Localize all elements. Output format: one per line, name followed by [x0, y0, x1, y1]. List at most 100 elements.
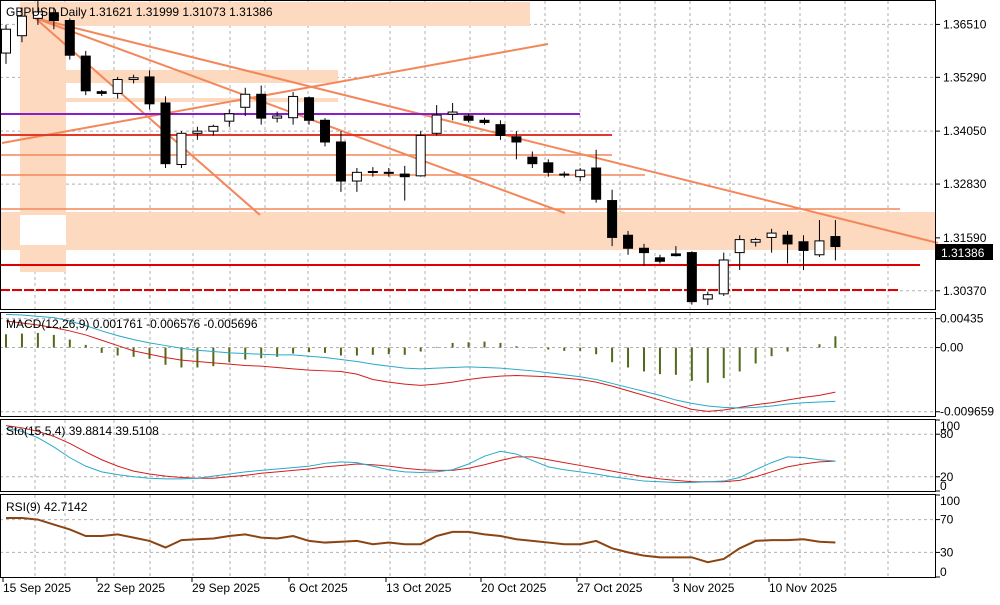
candle [128, 74, 139, 84]
candle-body-bear [591, 167, 602, 200]
candle [575, 168, 586, 182]
rsi-tick-label: 0 [940, 565, 947, 579]
candle [463, 113, 474, 123]
candle-body-bull [718, 259, 729, 295]
candle [479, 117, 490, 125]
candle-body-bull [766, 232, 777, 238]
price-tick-label: 1.34050 [943, 124, 987, 138]
candle-body-bull [750, 239, 761, 243]
stochastic-tick-label: 0 [940, 479, 947, 493]
trendline [1, 43, 549, 144]
candle-body-bull [431, 114, 442, 134]
candle-body-bear [80, 55, 91, 92]
candle [383, 168, 394, 177]
candle [798, 235, 809, 270]
stochastic-plot [5, 425, 836, 483]
candle-body-bear [639, 247, 649, 254]
candle-body-bear [830, 236, 841, 248]
zone-rectangle [20, 98, 338, 102]
candle-body-bull [415, 134, 426, 177]
candle [48, 7, 59, 30]
candle [224, 109, 235, 127]
macd-label: MACD(12,26,9) 0.001761 -0.006576 -0.0056… [6, 317, 258, 331]
date-tick-label: 20 Oct 2025 [481, 581, 547, 595]
price-axis: 1.36510 1.35290 1.34050 1.32830 1.31590 1.303… [935, 17, 994, 579]
candle [543, 159, 554, 177]
price-tick-label: 1.32830 [943, 177, 987, 191]
candle [32, 0, 43, 25]
candle [144, 70, 155, 110]
macd-tick-label: 0.00 [940, 341, 964, 355]
candle-body-bear [304, 97, 315, 121]
candle-body-bear [383, 171, 394, 174]
date-tick-label: 13 Oct 2025 [386, 581, 452, 595]
candle [192, 126, 203, 140]
candle-body-bear [48, 12, 59, 22]
candle [304, 96, 315, 125]
stochastic-tick-label: 100 [940, 419, 960, 433]
candle-body-bear [256, 93, 267, 119]
candle [415, 131, 426, 177]
macd-signal-line [5, 320, 836, 412]
candle-body-bear [335, 141, 346, 182]
candle-body-bull [176, 132, 187, 166]
candle [702, 291, 713, 306]
candle-body-bull [814, 240, 825, 256]
date-tick-label: 3 Nov 2025 [673, 581, 735, 595]
candle-body-bear [607, 200, 618, 238]
candle [256, 85, 267, 125]
zones [0, 2, 935, 272]
candle-body-bull [32, 11, 43, 19]
candle [1, 24, 11, 64]
stochastic-tick-label: 20 [940, 470, 954, 484]
current-price-value: 1.31386 [941, 246, 985, 260]
candle-body-bear [479, 119, 490, 123]
trendline [34, 17, 939, 244]
trendline [34, 17, 566, 214]
candle [607, 189, 618, 247]
candle [96, 89, 107, 97]
candle [495, 120, 506, 140]
candle-body-bear [320, 119, 330, 143]
candle-body-bull [224, 113, 235, 122]
rsi-tick-label: 100 [940, 494, 960, 508]
price-tick-label: 1.31590 [943, 231, 987, 245]
candle-body-bull [288, 95, 299, 119]
price-tick-label: 1.35290 [943, 70, 987, 84]
candle [782, 230, 793, 264]
candle [527, 151, 538, 169]
candle [320, 118, 330, 147]
candle [240, 87, 251, 116]
candle-body-bull [367, 170, 378, 173]
candle [367, 167, 378, 177]
candles [1, 0, 841, 306]
candle [272, 111, 283, 123]
rsi-label: RSI(9) 42.7142 [6, 500, 88, 514]
candle [686, 251, 697, 305]
candle-body-bear [686, 252, 697, 303]
date-axis: 15 Sep 2025 22 Sep 2025 29 Sep 2025 6 Oct 2… [2, 578, 837, 595]
zone-rectangle [0, 212, 935, 250]
candle [112, 76, 123, 99]
symbol-timeframe: GBPUSD,Daily [6, 5, 87, 19]
candle [335, 131, 346, 192]
candle-body-bull [734, 239, 745, 254]
drawings[interactable] [0, 17, 939, 291]
candle-body-bear [654, 257, 665, 262]
candle-body-bear [782, 234, 793, 245]
candle-body-bear [798, 241, 809, 251]
candle [750, 237, 761, 247]
candle-body-bear [623, 234, 634, 249]
candle-body-bull [208, 125, 219, 132]
candle [176, 131, 187, 169]
price-tick-label: 1.36510 [943, 17, 987, 31]
candle-body-bear [511, 136, 522, 143]
candle-body-bear [144, 76, 155, 105]
candle [623, 230, 634, 255]
candle [431, 105, 442, 136]
rsi-tick-label: 30 [940, 545, 954, 559]
candle [734, 235, 745, 270]
current-price-label: 1.31386 [935, 244, 993, 260]
candle-body-bear [670, 253, 681, 257]
